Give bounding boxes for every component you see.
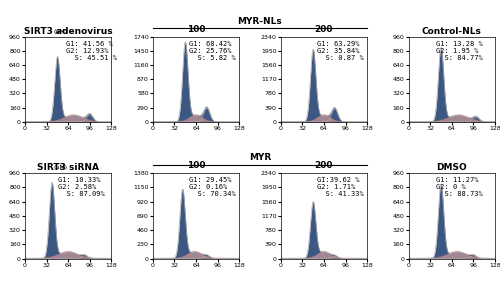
Text: G1: 41.56 %
G2: 12.93%
  S: 45.51 %: G1: 41.56 % G2: 12.93% S: 45.51 % (66, 41, 118, 61)
Text: MYR: MYR (249, 153, 271, 162)
Text: (μM): (μM) (54, 29, 68, 34)
Title: SIRT3 adenovirus: SIRT3 adenovirus (24, 27, 112, 36)
Title: SIRT3 siRNA: SIRT3 siRNA (37, 163, 99, 172)
Text: G1: 10.33%
G2: 2.58%
  S: 87.09%: G1: 10.33% G2: 2.58% S: 87.09% (58, 177, 104, 198)
Text: 100: 100 (187, 25, 206, 34)
Title: DMSO: DMSO (436, 163, 467, 172)
Text: G1: 68.42%
G2: 25.76%
  S: 5.82 %: G1: 68.42% G2: 25.76% S: 5.82 % (189, 41, 236, 61)
Text: 200: 200 (314, 161, 333, 170)
Text: G1: 63.29%
G2: 35.84%
  S: 0.87 %: G1: 63.29% G2: 35.84% S: 0.87 % (317, 41, 364, 61)
Text: 200: 200 (314, 25, 333, 34)
Title: Control-NLs: Control-NLs (422, 27, 482, 36)
Text: GI:39.62 %
G2: 1.71%
  S: 41.33%: GI:39.62 % G2: 1.71% S: 41.33% (317, 177, 364, 198)
Text: MYR-NLs: MYR-NLs (238, 17, 282, 26)
Text: (μM): (μM) (54, 165, 68, 170)
Text: G1: 13.28 %
G2: 1.95 %
  S: 84.77%: G1: 13.28 % G2: 1.95 % S: 84.77% (436, 41, 483, 61)
Text: 100: 100 (187, 161, 206, 170)
Text: G1: 11.27%
G2: 0 %
  S: 88.73%: G1: 11.27% G2: 0 % S: 88.73% (436, 177, 483, 198)
Text: G1: 29.45%
G2: 0.16%
  S: 70.34%: G1: 29.45% G2: 0.16% S: 70.34% (189, 177, 236, 198)
